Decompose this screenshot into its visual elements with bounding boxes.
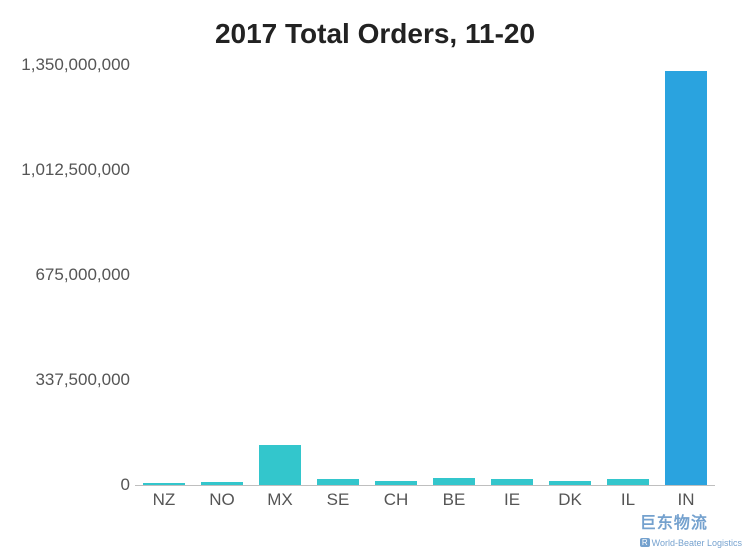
bar-slot [425, 65, 483, 485]
ytick-label: 0 [0, 475, 130, 495]
watermark-cn: 巨东物流 [640, 515, 708, 532]
x-axis: NZNOMXSECHBEIEDKILIN [135, 490, 715, 520]
bar [665, 71, 707, 485]
bar-slot [309, 65, 367, 485]
ytick-label: 1,012,500,000 [0, 160, 130, 180]
ytick-label: 1,350,000,000 [0, 55, 130, 75]
bar-slot [367, 65, 425, 485]
watermark: 巨东物流 RWorld-Beater Logistics [640, 509, 742, 551]
bar-slot [135, 65, 193, 485]
bars-group [135, 65, 715, 485]
bar [259, 445, 301, 485]
xtick-label: IE [483, 490, 541, 520]
watermark-en: World-Beater Logistics [652, 538, 742, 548]
bar-slot [193, 65, 251, 485]
bar-slot [657, 65, 715, 485]
bar-slot [483, 65, 541, 485]
bar-slot [541, 65, 599, 485]
xtick-label: MX [251, 490, 309, 520]
xtick-label: SE [309, 490, 367, 520]
chart-title: 2017 Total Orders, 11-20 [0, 18, 750, 50]
ytick-label: 337,500,000 [0, 370, 130, 390]
bar-slot [251, 65, 309, 485]
plot-area [135, 65, 715, 485]
xtick-label: CH [367, 490, 425, 520]
xtick-label: NZ [135, 490, 193, 520]
axis-baseline [135, 485, 715, 486]
xtick-label: BE [425, 490, 483, 520]
bar [433, 478, 475, 485]
y-axis: 0337,500,000675,000,0001,012,500,0001,35… [0, 65, 130, 485]
chart-container: 2017 Total Orders, 11-20 0 337,500,000 675… [0, 0, 750, 559]
ytick-label: 675,000,000 [0, 265, 130, 285]
xtick-label: NO [193, 490, 251, 520]
watermark-badge: R [640, 538, 650, 547]
bar-slot [599, 65, 657, 485]
xtick-label: DK [541, 490, 599, 520]
